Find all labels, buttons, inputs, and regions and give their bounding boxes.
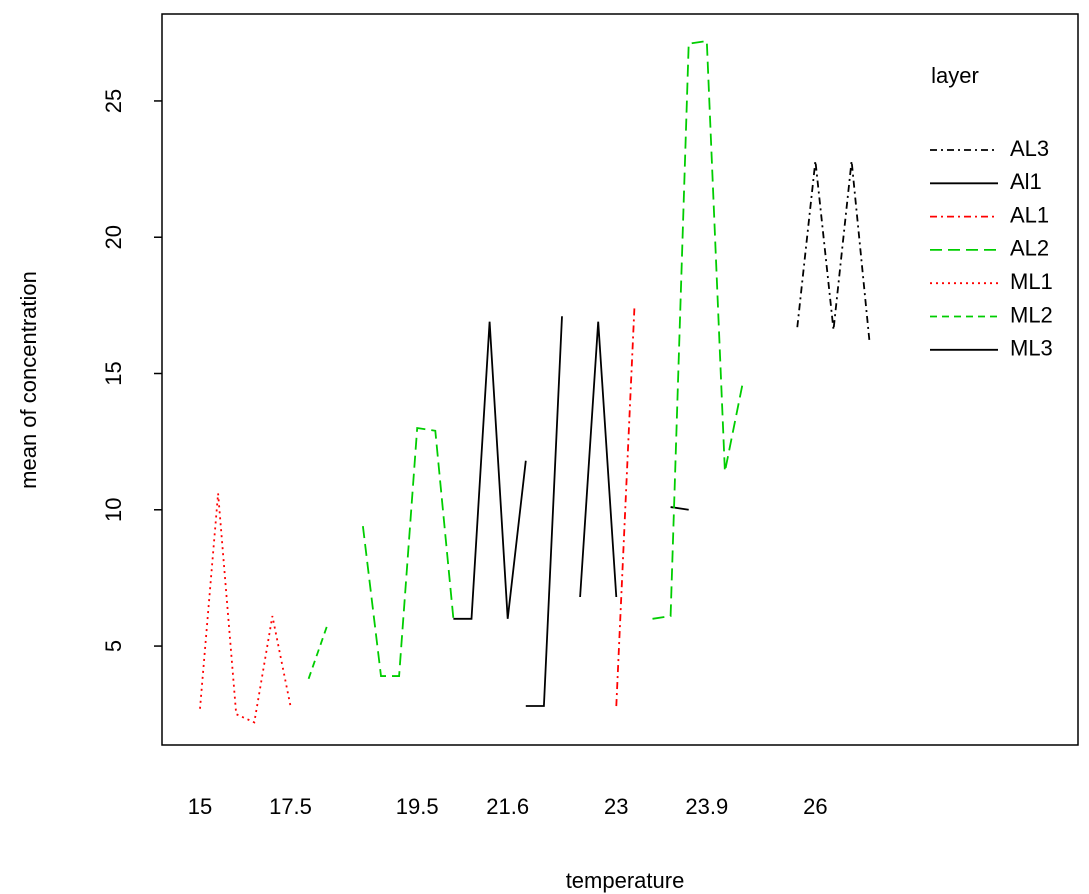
- series-line: [525, 316, 563, 707]
- x-tick-label: 21.6: [486, 794, 529, 819]
- legend-label: AL3: [1010, 136, 1049, 161]
- legend-title: layer: [931, 63, 979, 88]
- series-line: [453, 321, 689, 620]
- y-tick-label: 10: [101, 498, 126, 522]
- y-tick-label: 15: [101, 361, 126, 385]
- y-tick-label: 20: [101, 225, 126, 249]
- series-line: [307, 626, 328, 680]
- legend-label: AL2: [1010, 236, 1049, 261]
- plot-frame: [161, 13, 1079, 746]
- legend-label: ML3: [1010, 336, 1053, 361]
- x-axis-title: temperature: [566, 868, 685, 893]
- series-line: [796, 160, 871, 344]
- legend-label: ML2: [1010, 302, 1053, 327]
- series-line: [199, 493, 292, 724]
- x-tick-label: 23.9: [685, 794, 728, 819]
- x-tick-label: 19.5: [396, 794, 439, 819]
- x-tick-label: 26: [803, 794, 827, 819]
- y-axis-title: mean of concentration: [16, 271, 41, 489]
- y-tick-label: 5: [101, 640, 126, 652]
- x-tick-label: 15: [188, 794, 212, 819]
- legend-label: ML1: [1010, 269, 1053, 294]
- series-line: [615, 308, 636, 707]
- series-line: [362, 39, 744, 677]
- y-tick-label: 25: [101, 89, 126, 113]
- x-tick-label: 23: [604, 794, 628, 819]
- x-tick-label: 17.5: [269, 794, 312, 819]
- legend-label: Al1: [1010, 169, 1042, 194]
- legend-label: AL1: [1010, 202, 1049, 227]
